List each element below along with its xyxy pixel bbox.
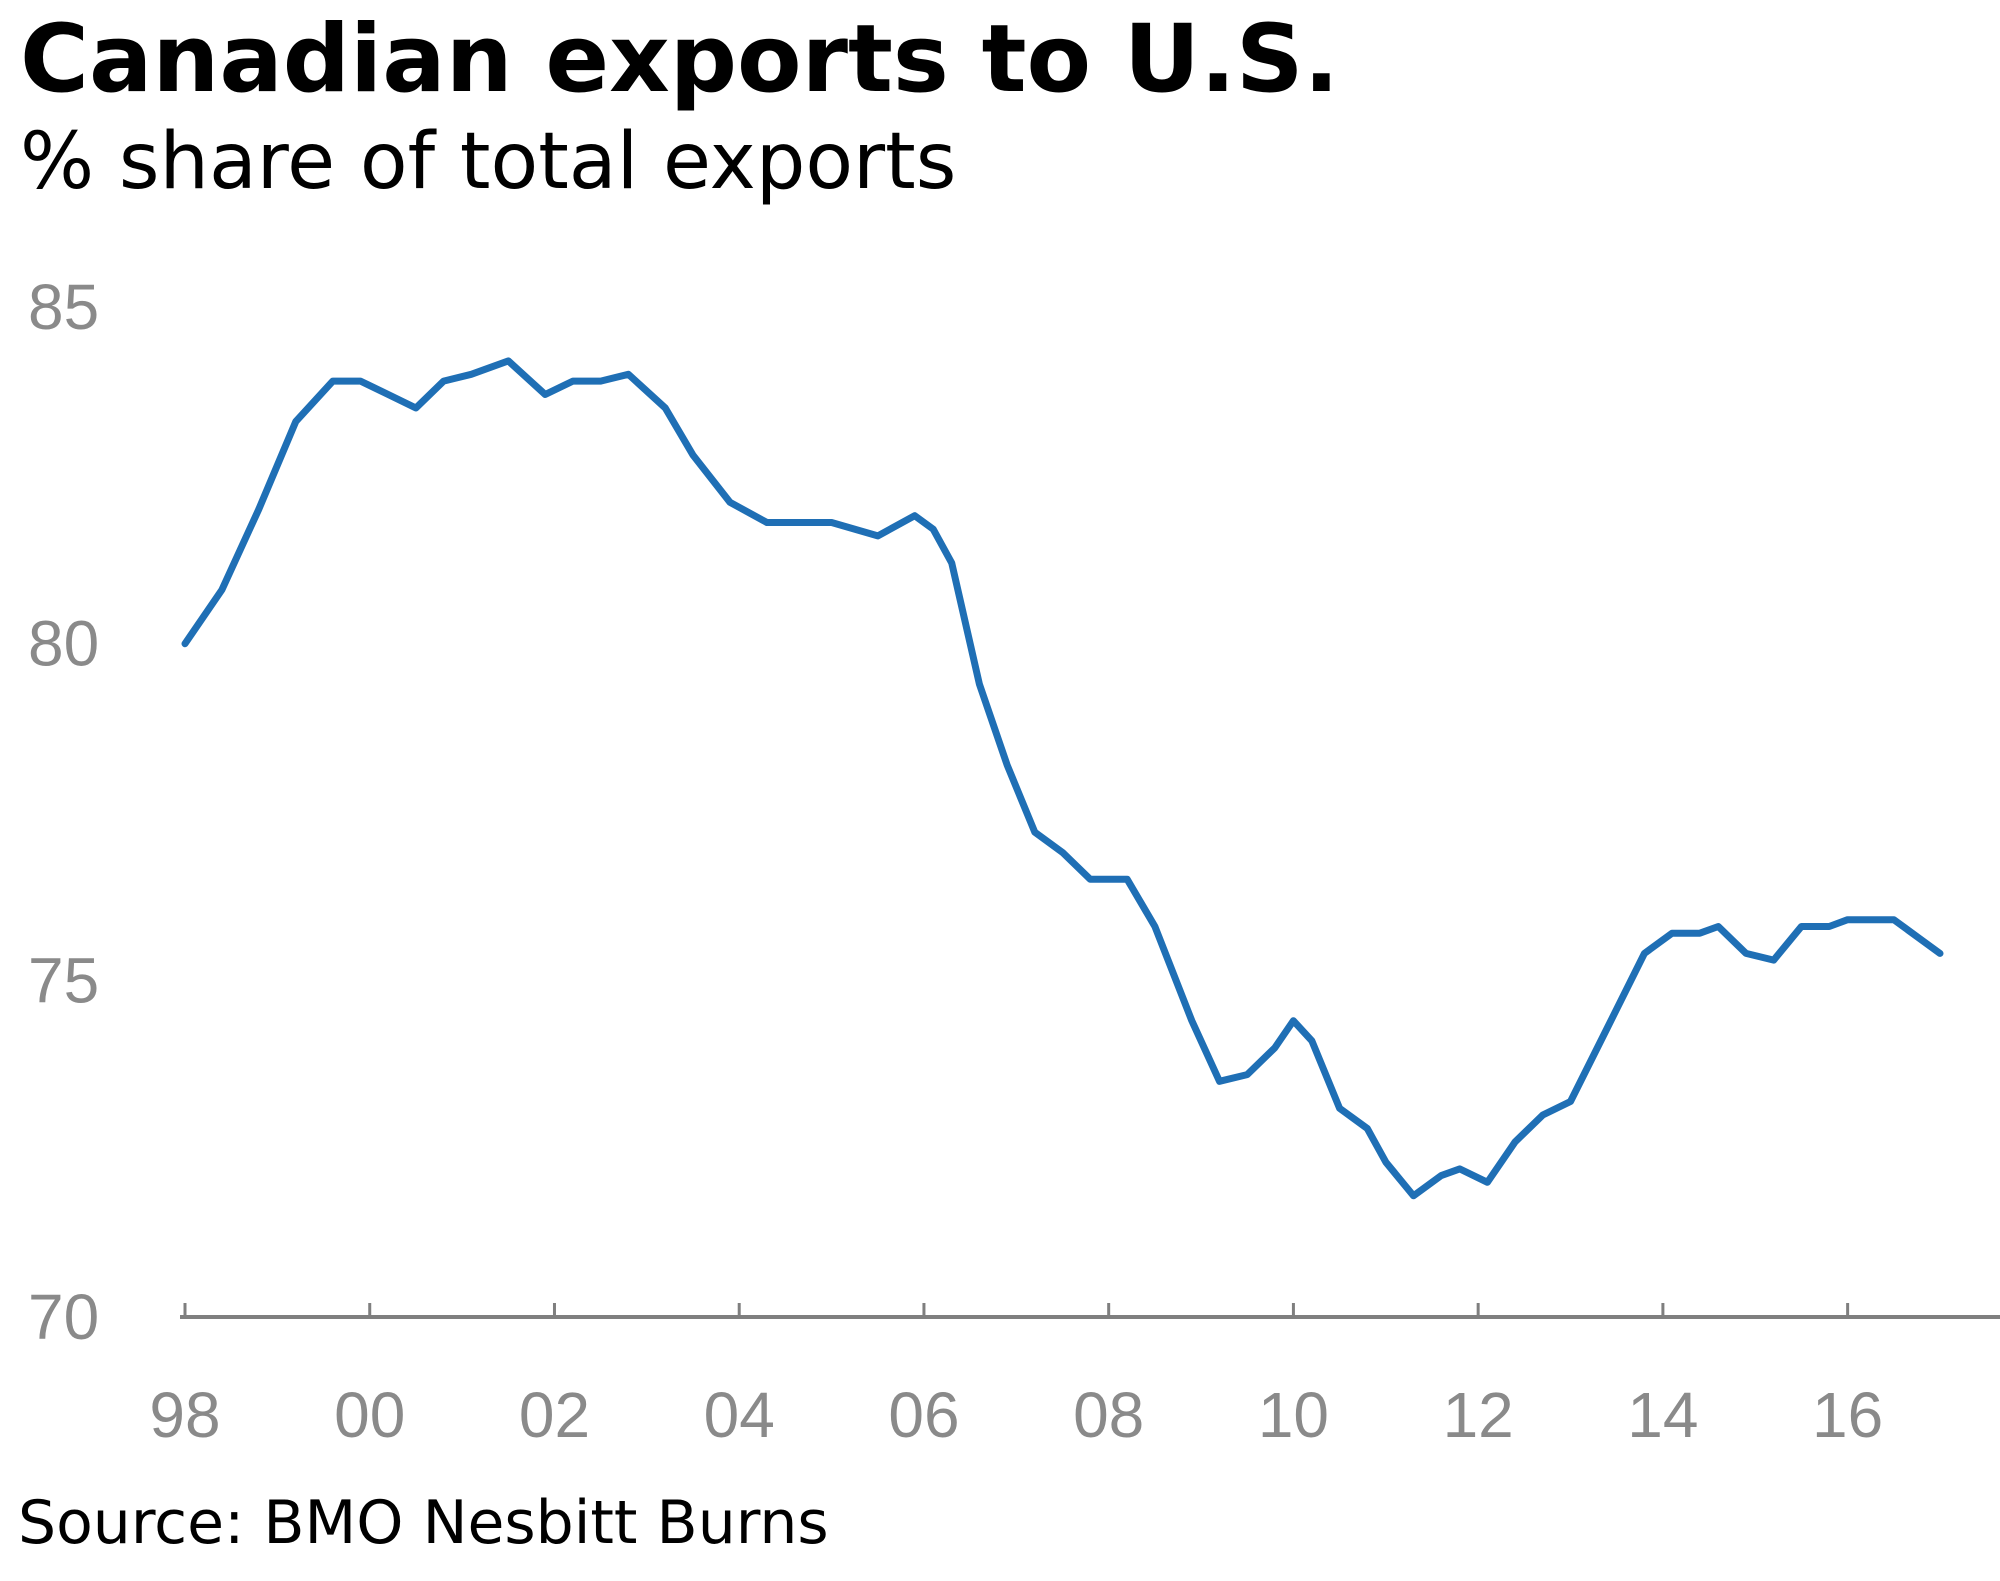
x-tick-label: 98 (149, 1379, 220, 1451)
chart-title: Canadian exports to U.S. (20, 5, 1340, 114)
source-note: Source: BMO Nesbitt Burns (18, 1488, 829, 1558)
chart-subtitle: % share of total exports (20, 117, 957, 207)
x-tick-label: 00 (334, 1379, 405, 1451)
x-axis: 98 00 02 04 06 08 10 12 14 16 (149, 1303, 2000, 1451)
y-tick-label: 80 (28, 608, 99, 680)
y-tick-label: 85 (28, 271, 99, 343)
plot-area (181, 357, 1944, 1200)
x-tick-label: 06 (888, 1379, 959, 1451)
y-tick-label: 70 (28, 1281, 99, 1353)
x-tick-label: 14 (1627, 1379, 1698, 1451)
x-tick-label: 10 (1258, 1379, 1329, 1451)
y-axis: 70 75 80 85 (28, 271, 99, 1353)
x-tick-label: 12 (1443, 1379, 1514, 1451)
x-tick-label: 02 (519, 1379, 590, 1451)
x-tick-label: 16 (1812, 1379, 1883, 1451)
y-tick-label: 75 (28, 944, 99, 1016)
series-line (181, 357, 1944, 1200)
x-tick-label: 04 (704, 1379, 775, 1451)
x-tick-label: 08 (1073, 1379, 1144, 1451)
